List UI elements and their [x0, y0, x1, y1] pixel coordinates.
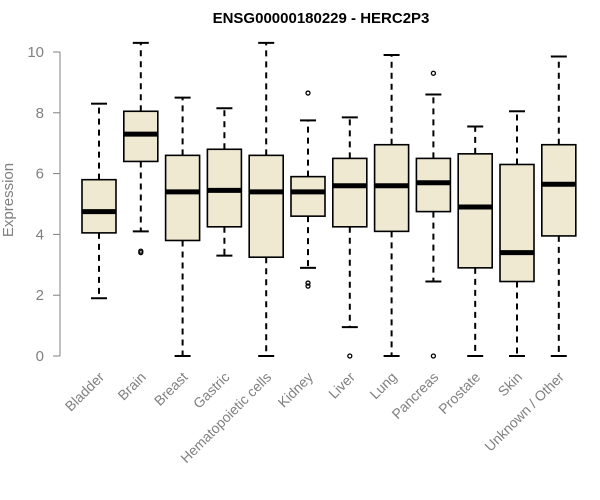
box-group: [290, 90, 326, 289]
x-tick-label: Breast: [151, 369, 191, 409]
y-axis: 0 2 4 6 8 10: [27, 44, 61, 365]
y-tick-label: 4: [36, 226, 44, 243]
box-series: [81, 41, 577, 359]
box-iqr: [457, 153, 494, 269]
y-tick-label: 10: [27, 44, 44, 61]
outlier-point: [305, 90, 311, 96]
y-axis-label: Expression: [0, 163, 17, 237]
outlier-point: [305, 283, 311, 289]
box-group: [540, 55, 577, 357]
box-group: [81, 102, 117, 300]
y-tick-label: 2: [36, 287, 44, 304]
box-iqr: [164, 154, 201, 242]
outlier-point: [138, 249, 144, 256]
box-iqr: [331, 157, 368, 228]
box-iqr: [540, 143, 577, 237]
outlier-point: [347, 353, 353, 359]
outlier-point: [305, 280, 311, 286]
box-iqr: [499, 163, 535, 283]
box-group: [373, 54, 410, 357]
x-tick-label: Brain: [114, 369, 148, 403]
box-group: [499, 110, 535, 357]
box-iqr: [248, 154, 284, 258]
chart-title: ENSG00000180229 - HERC2P3: [213, 10, 430, 27]
outlier-point: [430, 353, 437, 359]
box-group: [415, 70, 452, 359]
x-tick-label: Unknown / Other: [481, 369, 567, 455]
box-iqr: [290, 175, 326, 217]
x-tick-label: Liver: [325, 369, 358, 402]
box-group: [164, 96, 201, 357]
box-group: [331, 116, 368, 359]
x-tick-label: Lung: [366, 369, 399, 402]
x-tick-label: Kidney: [275, 369, 317, 411]
x-tick-label: Prostate: [435, 369, 483, 417]
box-group: [457, 125, 494, 357]
y-tick-label: 6: [36, 166, 44, 183]
y-tick-label: 8: [36, 105, 44, 122]
x-tick-label: Bladder: [62, 369, 108, 415]
box-iqr: [81, 178, 117, 234]
box-group: [206, 107, 243, 257]
y-tick-label: 0: [36, 348, 44, 365]
box-group: [123, 41, 159, 256]
x-tick-label: Skin: [495, 369, 526, 400]
outlier-point: [430, 70, 437, 76]
box-group: [248, 41, 284, 357]
